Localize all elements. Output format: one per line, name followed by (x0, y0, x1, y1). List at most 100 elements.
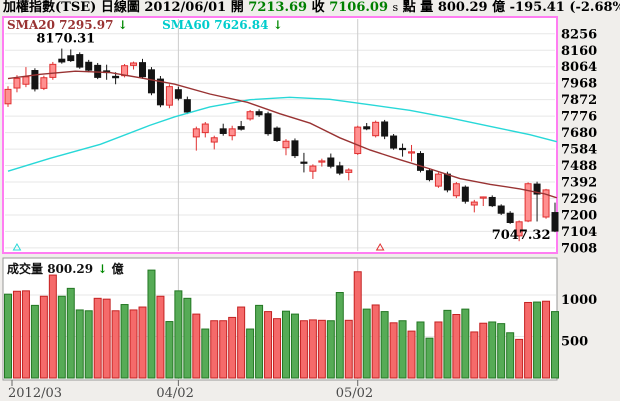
candle-body (255, 111, 263, 116)
candle-body (470, 201, 478, 206)
volume-bar (506, 332, 515, 379)
volume-bar (183, 297, 192, 379)
candle-body (49, 63, 57, 78)
close-value: 7106.09 (329, 0, 388, 15)
candle-body (156, 78, 164, 106)
price-tick-label: 7296 (561, 192, 597, 207)
amount-unit: 億 (492, 0, 506, 15)
volume-bar (542, 300, 551, 379)
amount-label: 量 (420, 0, 434, 15)
candle-body (246, 111, 254, 120)
volume-bar (174, 290, 183, 379)
event-marker-icon (375, 243, 385, 251)
volume-bar (470, 331, 479, 379)
volume-bar (273, 318, 282, 379)
volume-bar (201, 328, 210, 379)
volume-bar (326, 320, 335, 379)
change-value: -195.41 (509, 0, 565, 15)
volume-bar (461, 308, 470, 379)
point-label: 點 (402, 0, 416, 15)
volume-bar (290, 313, 299, 379)
volume-bar (75, 309, 84, 379)
candle-body (201, 123, 209, 134)
price-tick-label: 7584 (561, 143, 597, 158)
price-tick-label: 7200 (561, 208, 597, 223)
chart-type-label: 日線圖 (100, 0, 140, 15)
change-percent: (-2.68%) (569, 0, 620, 15)
candle-body (192, 128, 200, 138)
volume-bar (129, 309, 138, 379)
candles (4, 48, 559, 242)
chart-header: 加權指數(TSE) 日線圖 2012/06/01 開 7213.69 收 710… (3, 0, 620, 16)
volume-bar (120, 304, 129, 379)
volume-bar (39, 295, 48, 379)
volume-bar (335, 292, 344, 379)
volume-bar (84, 310, 93, 379)
date-tick-label: 2012/03 (8, 386, 62, 401)
volume-bar (452, 314, 461, 379)
candle-body (506, 212, 514, 223)
volume-bar (488, 321, 497, 379)
sma20-value: 7295.97 (59, 18, 114, 32)
candle-body (336, 165, 344, 174)
volume-bar (246, 328, 255, 379)
candle-body (174, 89, 182, 99)
volume-bars (4, 269, 559, 379)
candle-body (237, 126, 245, 130)
sma60-line (7, 96, 557, 172)
candle-body (515, 221, 523, 237)
volume-down-arrow-icon: ↓ (97, 262, 108, 276)
volume-bar (57, 295, 66, 379)
candle-body (408, 151, 416, 154)
date-axis: 2012/03 04/02 05/02 (8, 19, 373, 401)
candle-body (381, 121, 389, 137)
candle-body (354, 126, 362, 155)
candle-body (4, 88, 12, 105)
volume-bar (308, 319, 317, 379)
volume-bar (317, 319, 326, 379)
sma20-line (7, 70, 558, 199)
open-label: 開 (230, 0, 244, 15)
event-marker-icon (12, 243, 22, 251)
candle-body (300, 161, 308, 164)
volume-bar (93, 297, 102, 379)
candle-body (147, 69, 155, 94)
volume-bar (353, 271, 362, 379)
sma60-down-arrow-icon: ↓ (272, 18, 283, 32)
candle-body (434, 173, 442, 187)
candle-body (345, 169, 353, 173)
candle-body (130, 62, 138, 66)
volume-label: 成交量 (7, 262, 44, 276)
volume-bar (407, 330, 416, 379)
candle-body (22, 76, 30, 85)
volume-tick-label: 500 (561, 335, 588, 350)
volume-bar (138, 306, 147, 379)
sma60-value: 7626.84 (214, 18, 269, 32)
sma20-label: SMA20 (7, 18, 55, 32)
volume-bar (102, 298, 111, 379)
date-tick-label: 04/02 (156, 386, 193, 401)
price-tick-label: 7008 (561, 241, 597, 256)
price-tick-label: 7968 (561, 77, 597, 92)
volume-axis-labels: 1000 500 (561, 293, 597, 350)
sma20-down-arrow-icon: ↓ (117, 18, 128, 32)
candle-body (399, 147, 407, 151)
close-label: 收 (311, 0, 325, 15)
close-flag: s (392, 1, 399, 14)
price-tick-label: 8064 (561, 60, 597, 75)
volume-bar (371, 304, 380, 379)
index-title: 加權指數(TSE) (3, 0, 97, 15)
volume-bar (299, 320, 308, 379)
candle-body (390, 135, 398, 149)
volume-bar (497, 323, 506, 379)
volume-tick-label: 1000 (561, 293, 597, 308)
volume-value: 800.29 (47, 262, 94, 276)
volume-bar (4, 293, 12, 379)
candle-body (291, 140, 299, 157)
candle-body (31, 70, 39, 90)
candle-body (452, 183, 460, 197)
volume-bar (380, 311, 389, 379)
price-tick-label: 8256 (561, 27, 597, 42)
sma60-label: SMA60 (162, 18, 211, 32)
